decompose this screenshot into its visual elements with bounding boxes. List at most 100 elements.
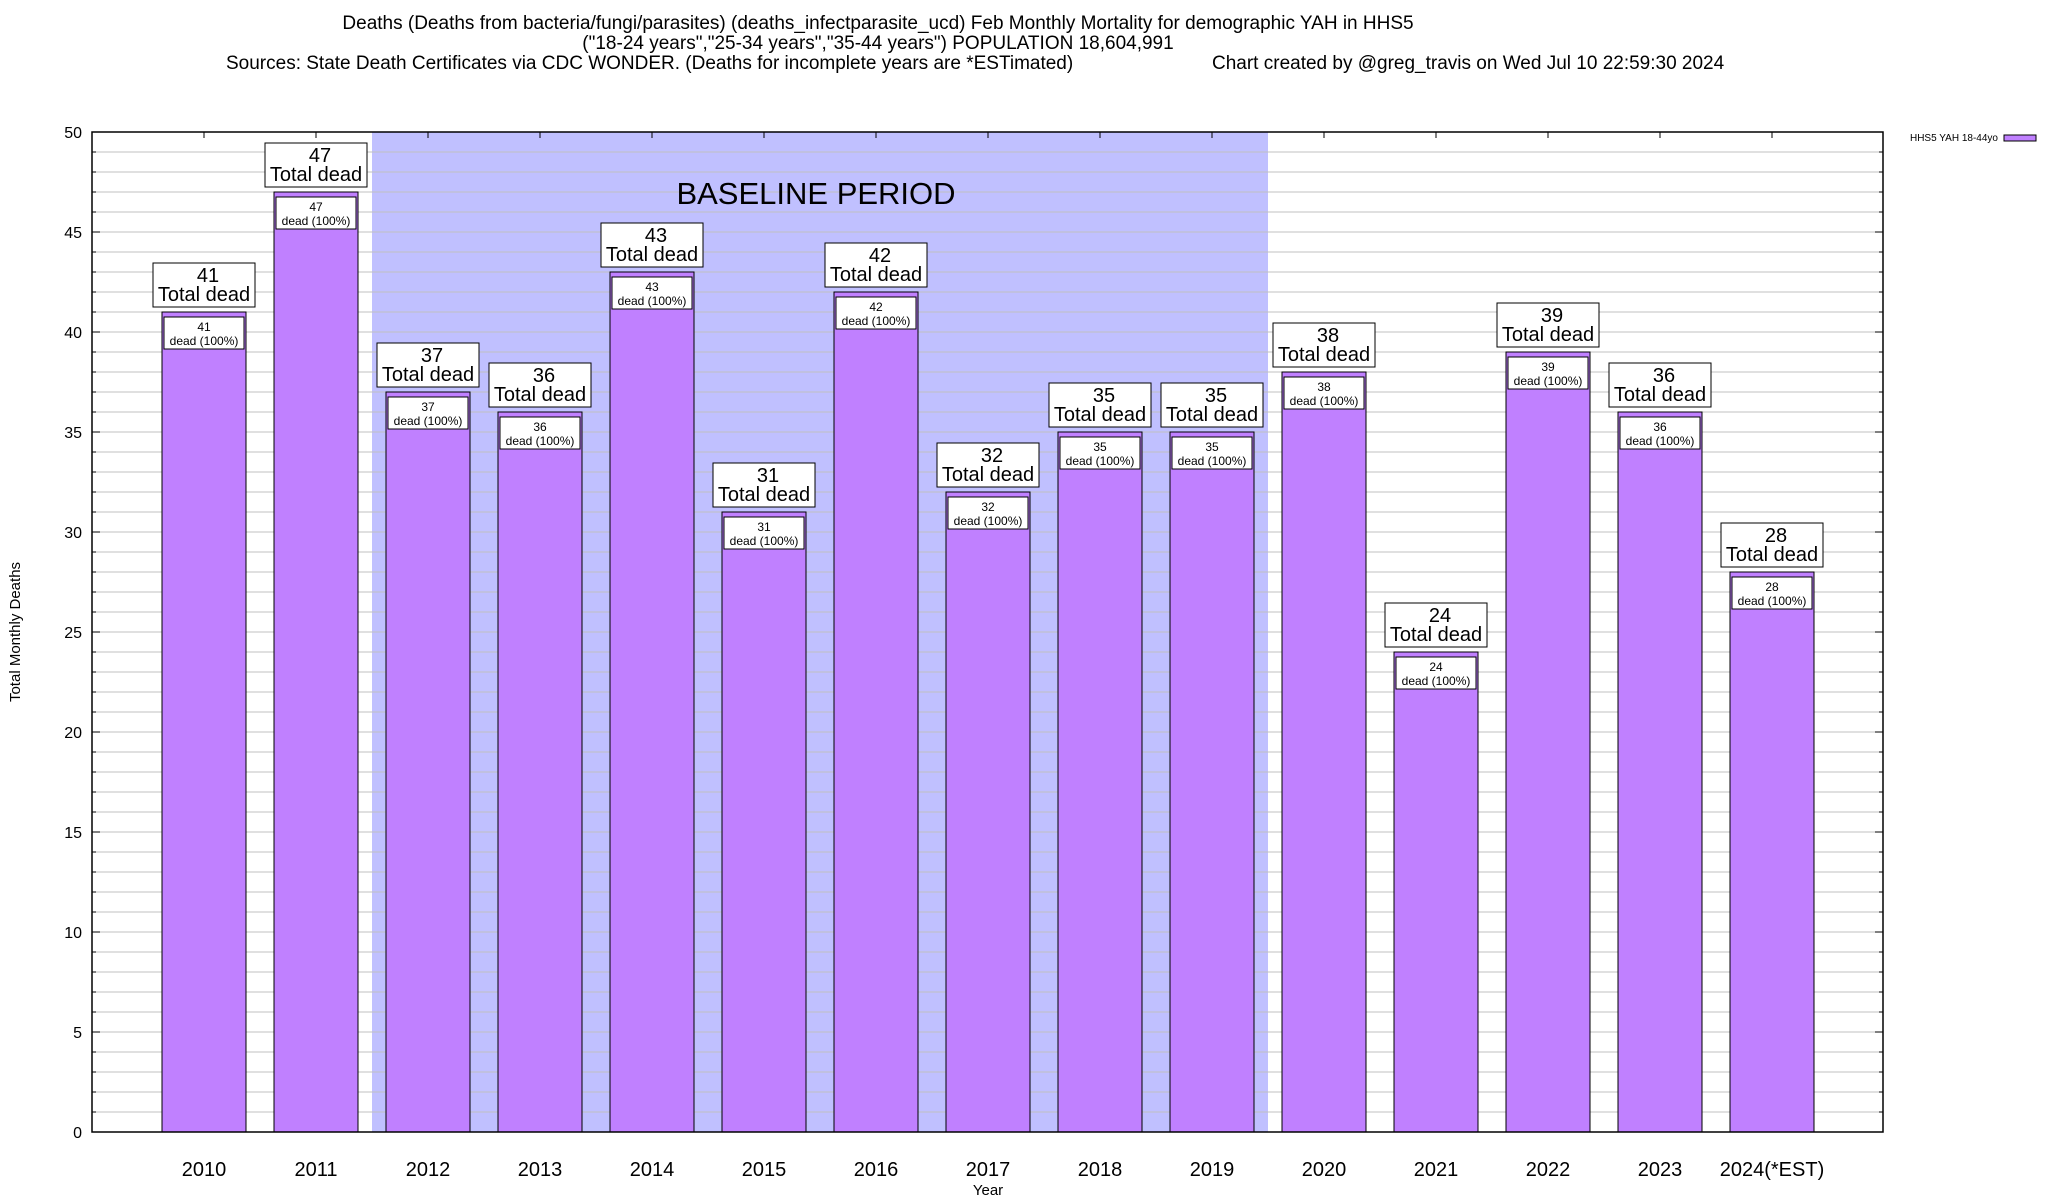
total-label-value: 35 — [1205, 385, 1227, 407]
x-tick-label: 2021 — [1414, 1159, 1459, 1181]
inner-label-text: dead (100%) — [506, 434, 575, 448]
legend-swatch — [2003, 134, 2037, 142]
y-tick-label: 10 — [64, 925, 82, 942]
inner-label-text: dead (100%) — [282, 214, 351, 228]
inner-label-box — [1731, 576, 1813, 610]
total-label-box — [376, 342, 480, 388]
x-tick-label: 2014 — [630, 1159, 675, 1181]
inner-label-text: dead (100%) — [170, 334, 239, 348]
total-label-box — [712, 462, 816, 508]
y-tick-label: 15 — [64, 825, 82, 842]
inner-label-value: 32 — [981, 500, 995, 514]
inner-label-value: 47 — [309, 200, 323, 214]
inner-label-text: dead (100%) — [1402, 674, 1471, 688]
total-label-value: 41 — [197, 265, 219, 287]
inner-label-value: 36 — [533, 420, 547, 434]
chart-title: Deaths (Deaths from bacteria/fungi/paras… — [342, 13, 1414, 34]
inner-label-box — [1619, 416, 1701, 450]
inner-label-value: 39 — [1541, 360, 1555, 374]
total-label-box — [264, 142, 368, 188]
total-label-box — [1496, 302, 1600, 348]
x-tick-label: 2010 — [182, 1159, 227, 1181]
inner-label-text: dead (100%) — [1738, 594, 1807, 608]
bar — [1505, 351, 1591, 1133]
total-label-value: 36 — [533, 365, 555, 387]
inner-label-value: 31 — [757, 520, 771, 534]
total-label-value: 32 — [981, 445, 1003, 467]
inner-label-value: 42 — [869, 300, 883, 314]
total-label-text: Total dead — [718, 484, 810, 506]
x-tick-label: 2015 — [742, 1159, 787, 1181]
inner-label-text: dead (100%) — [730, 534, 799, 548]
x-tick-label: 2011 — [294, 1159, 337, 1181]
total-label-value: 31 — [757, 465, 779, 487]
total-label-box — [1384, 602, 1488, 648]
inner-label-box — [275, 196, 357, 230]
y-tick-label: 0 — [73, 1125, 82, 1142]
inner-label-value: 37 — [421, 400, 435, 414]
y-tick-label: 45 — [64, 225, 82, 242]
plot-frame — [91, 131, 1884, 1133]
total-label-text: Total dead — [830, 264, 922, 286]
inner-label-value: 38 — [1317, 380, 1331, 394]
inner-label-value: 35 — [1093, 440, 1107, 454]
total-label-value: 28 — [1765, 525, 1787, 547]
inner-label-box — [1507, 356, 1589, 390]
total-label-text: Total dead — [1054, 404, 1146, 426]
inner-label-box — [1395, 656, 1477, 690]
total-label-box — [1272, 322, 1376, 368]
inner-label-box — [163, 316, 245, 350]
inner-label-value: 43 — [645, 280, 659, 294]
inner-label-text: dead (100%) — [1290, 394, 1359, 408]
total-label-box — [824, 242, 928, 288]
total-label-text: Total dead — [1502, 324, 1594, 346]
total-label-value: 42 — [869, 245, 891, 267]
y-axis-label: Total Monthly Deaths — [7, 562, 24, 702]
bar — [945, 491, 1031, 1133]
total-label-text: Total dead — [1278, 344, 1370, 366]
total-label-box — [1048, 382, 1152, 428]
x-tick-label: 2016 — [854, 1159, 899, 1181]
inner-label-box — [387, 396, 469, 430]
bar — [385, 391, 471, 1133]
x-tick-label: 2019 — [1190, 1159, 1235, 1181]
inner-label-text: dead (100%) — [954, 514, 1023, 528]
x-tick-label: 2020 — [1302, 1159, 1347, 1181]
baseline-period-label: BASELINE PERIOD — [676, 176, 955, 211]
total-label-box — [152, 262, 256, 308]
total-label-value: 43 — [645, 225, 667, 247]
inner-label-text: dead (100%) — [1626, 434, 1695, 448]
x-tick-label: 2013 — [518, 1159, 563, 1181]
y-tick-label: 20 — [64, 725, 82, 742]
bar — [609, 271, 695, 1133]
total-label-value: 37 — [421, 345, 443, 367]
total-label-value: 36 — [1653, 365, 1675, 387]
total-label-text: Total dead — [1390, 624, 1482, 646]
bar — [1393, 651, 1479, 1133]
total-label-box — [488, 362, 592, 408]
bar — [1729, 571, 1815, 1133]
inner-label-value: 28 — [1765, 580, 1779, 594]
total-label-box — [1608, 362, 1712, 408]
inner-label-box — [611, 276, 693, 310]
legend-label: HHS5 YAH 18-44yo — [1910, 133, 1998, 144]
x-tick-label: 2017 — [966, 1159, 1011, 1181]
bar — [1617, 411, 1703, 1133]
bar — [273, 191, 359, 1133]
chart-subtitle: ("18-24 years","25-34 years","35-44 year… — [582, 33, 1174, 54]
inner-label-box — [835, 296, 917, 330]
bar — [161, 311, 247, 1133]
total-label-text: Total dead — [606, 244, 698, 266]
total-label-value: 24 — [1429, 605, 1451, 627]
inner-label-value: 36 — [1653, 420, 1667, 434]
inner-label-box — [1171, 436, 1253, 470]
total-label-text: Total dead — [270, 164, 362, 186]
inner-label-text: dead (100%) — [1178, 454, 1247, 468]
chart-sources: Sources: State Death Certificates via CD… — [226, 53, 1074, 74]
bar — [1169, 431, 1255, 1133]
bar — [833, 291, 919, 1133]
inner-label-value: 41 — [197, 320, 211, 334]
total-label-box — [1160, 382, 1264, 428]
x-axis-label: Year — [973, 1182, 1003, 1199]
